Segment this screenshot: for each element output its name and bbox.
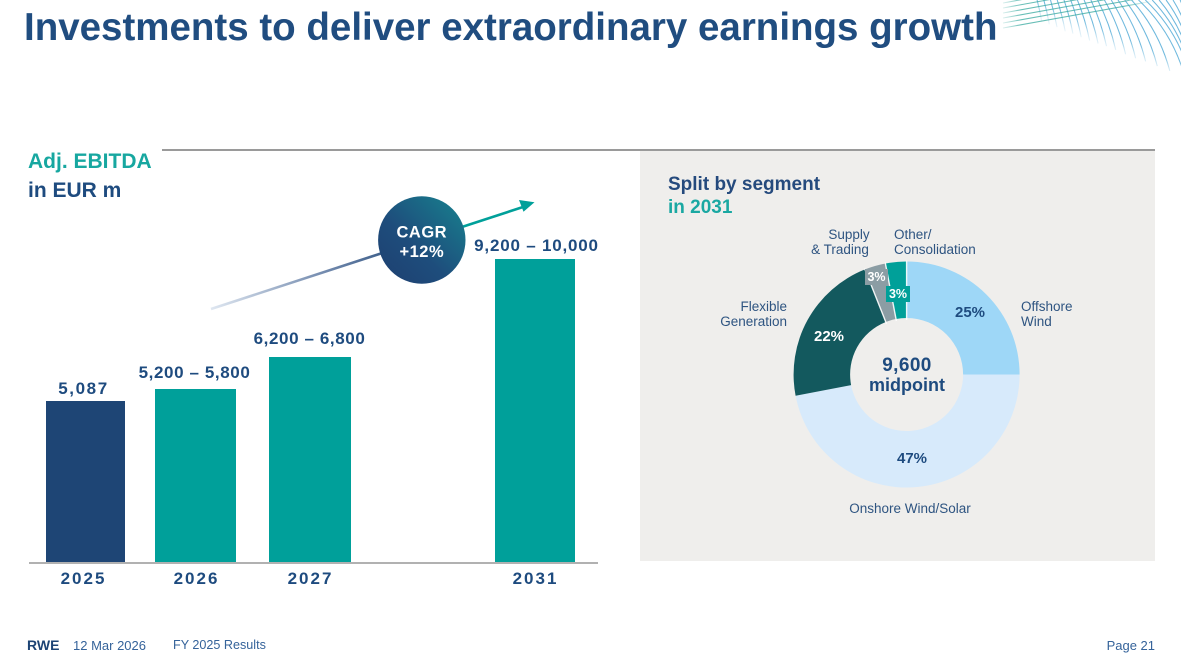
svg-text:CAGR: CAGR bbox=[397, 224, 448, 242]
svg-text:+12%: +12% bbox=[399, 243, 444, 261]
